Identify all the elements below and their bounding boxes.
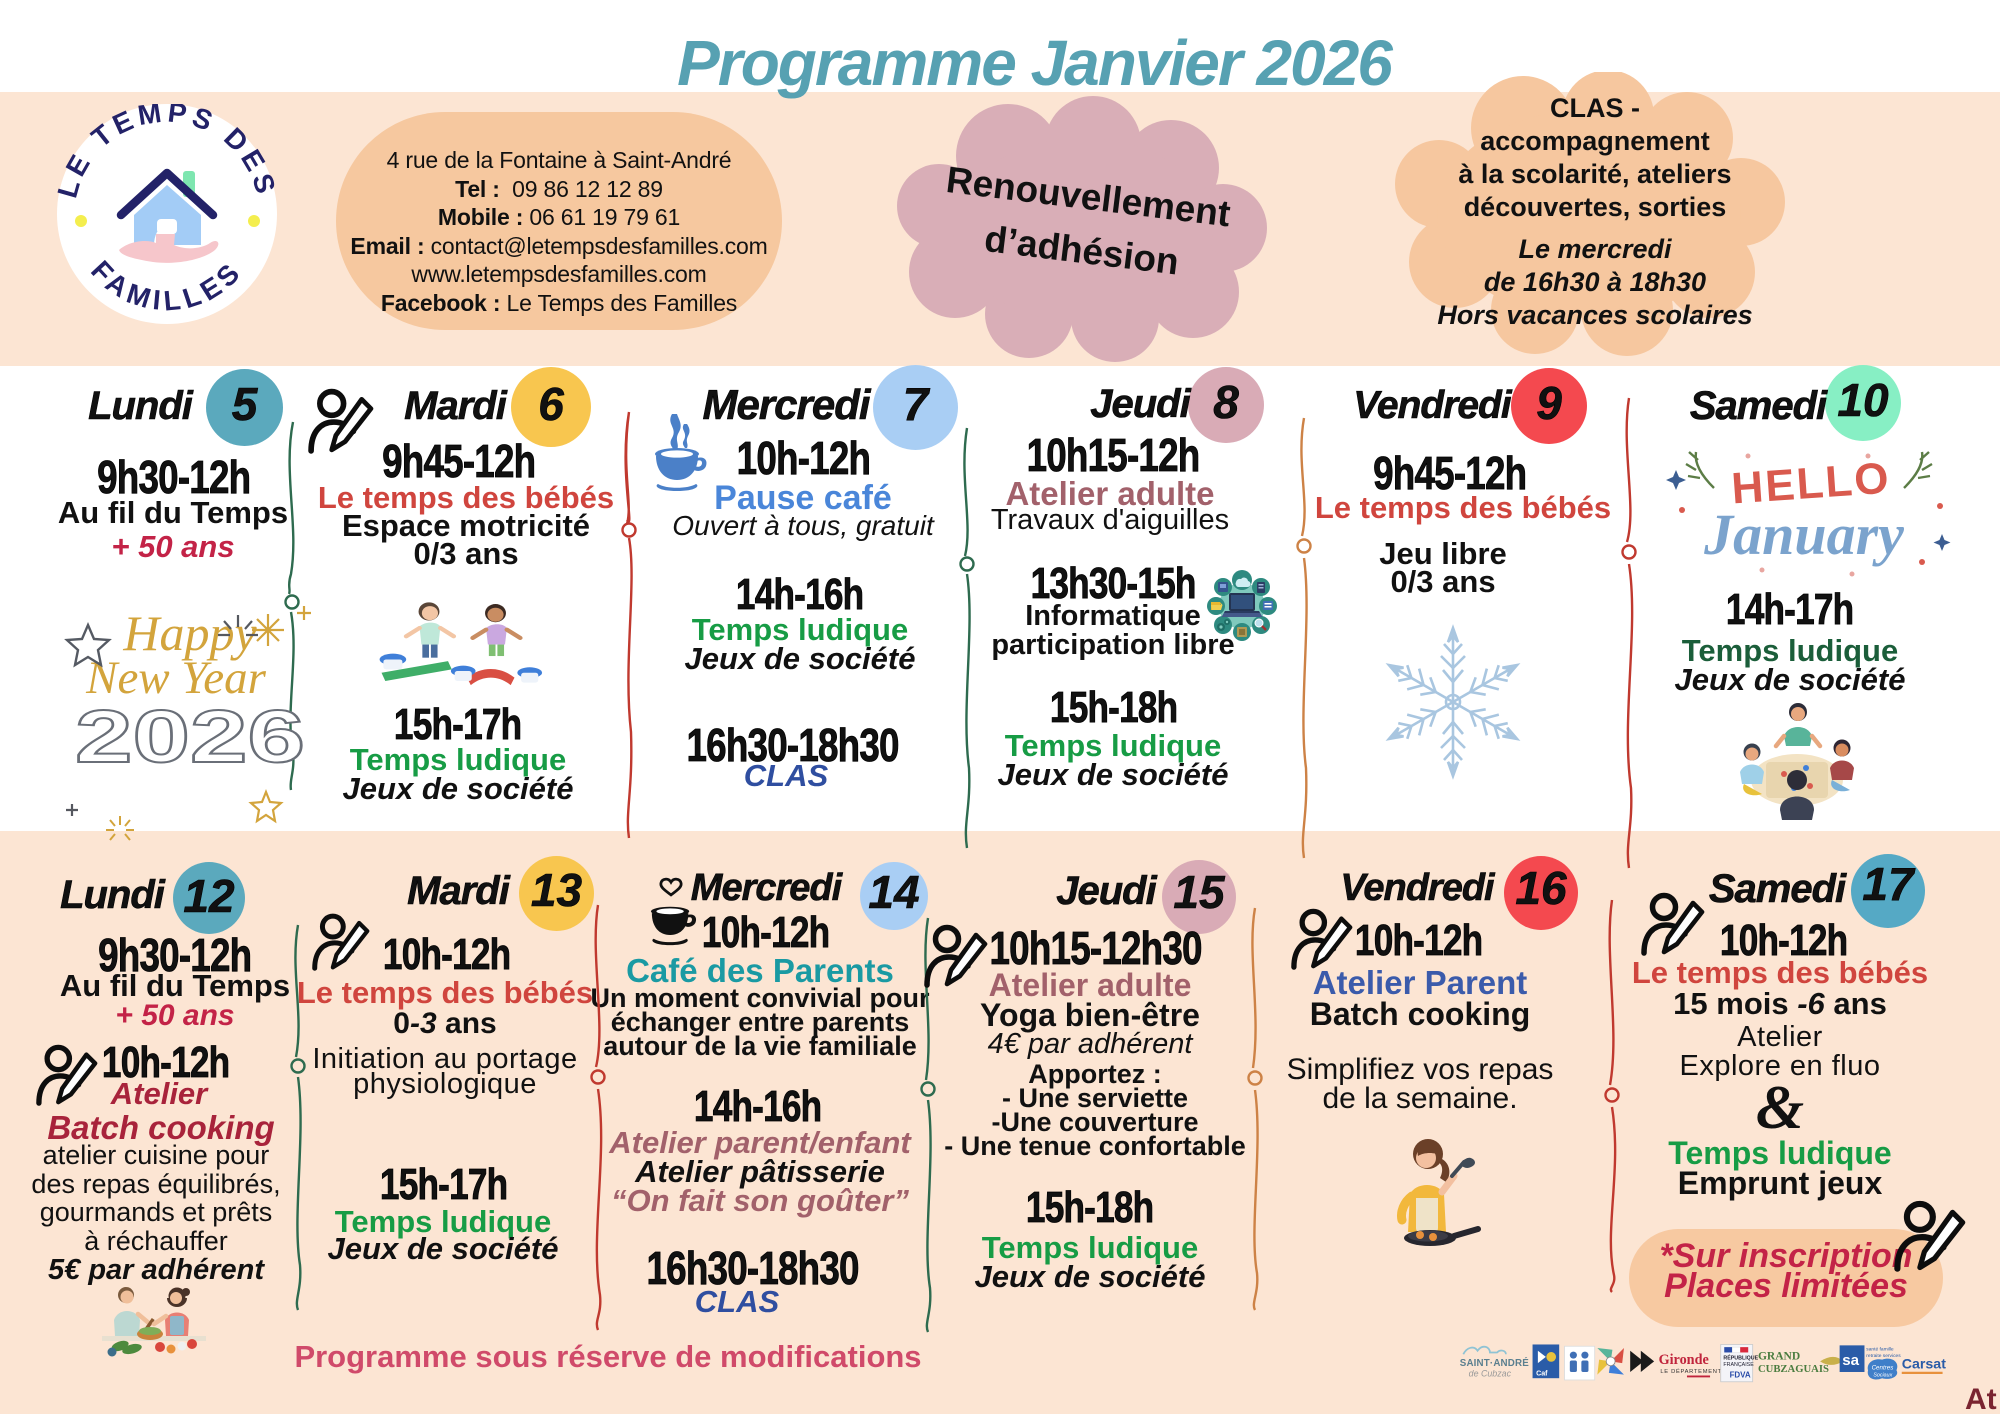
svg-text:New Year: New Year xyxy=(85,652,266,704)
svg-text:GRAND: GRAND xyxy=(1758,1351,1800,1363)
svg-text:retraite services: retraite services xyxy=(1866,1353,1901,1359)
svg-text:FRANÇAISE: FRANÇAISE xyxy=(1723,1362,1754,1368)
svg-text:Sociaux: Sociaux xyxy=(1873,1372,1892,1378)
svg-text:Caf: Caf xyxy=(1536,1370,1548,1378)
svg-text:santé famille: santé famille xyxy=(1866,1347,1894,1353)
svg-text:CUBZAGUAIS: CUBZAGUAIS xyxy=(1758,1364,1829,1375)
svg-text:de Cubzac: de Cubzac xyxy=(1469,1368,1512,1378)
svg-text:HELLO: HELLO xyxy=(1730,454,1892,514)
svg-text:FDVA: FDVA xyxy=(1730,1370,1751,1379)
svg-text:sa: sa xyxy=(1842,1352,1859,1369)
svg-text:Gironde: Gironde xyxy=(1659,1352,1709,1368)
svg-text:SAINT·ANDRÉ: SAINT·ANDRÉ xyxy=(1460,1358,1529,1369)
svg-text:Carsat: Carsat xyxy=(1902,1356,1946,1372)
svg-text:LE DÉPARTEMENT: LE DÉPARTEMENT xyxy=(1660,1368,1722,1375)
svg-text:January: January xyxy=(1703,502,1904,567)
svg-text:2026: 2026 xyxy=(75,695,305,778)
svg-text:RÉPUBLIQUE: RÉPUBLIQUE xyxy=(1723,1354,1758,1362)
svg-text:Happy: Happy xyxy=(122,605,257,661)
svg-text:Centres: Centres xyxy=(1872,1364,1894,1371)
